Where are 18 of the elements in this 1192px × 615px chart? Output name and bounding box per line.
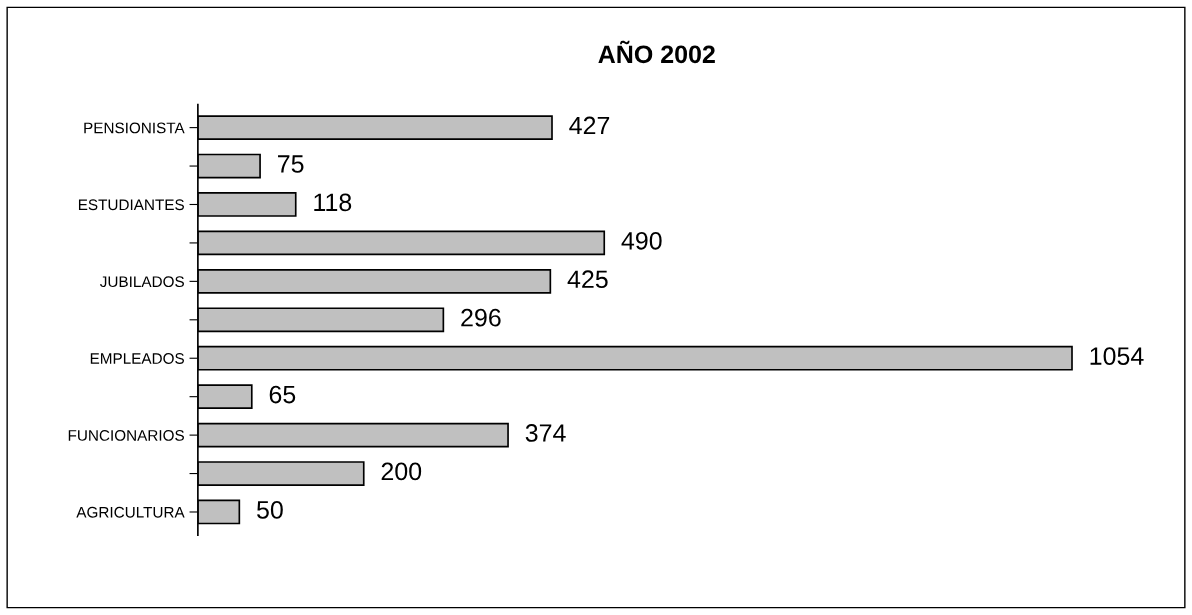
y-tick-label: EMPLEADOS <box>90 353 184 364</box>
data-label: 118 <box>314 193 352 212</box>
data-label: 374 <box>525 424 566 442</box>
y-tick-label: AGRICULTURA <box>76 506 185 518</box>
data-label: 490 <box>621 231 662 250</box>
data-label: 427 <box>569 116 610 135</box>
data-label: 296 <box>461 308 501 327</box>
data-label: 425 <box>567 270 608 289</box>
data-label: 1054 <box>1090 347 1144 365</box>
data-label: 50 <box>257 501 283 519</box>
data-label: 200 <box>381 462 422 481</box>
y-tick-label: PENSIONISTA <box>84 122 185 134</box>
data-label: 75 <box>278 155 304 173</box>
chart-title: AÑO 2002 <box>598 40 715 64</box>
y-tick-label: JUBILADOS <box>100 276 184 288</box>
y-tick-label: FUNCIONARIOS <box>68 429 184 441</box>
y-tick-label: ESTUDIANTES <box>78 199 184 211</box>
data-label: 65 <box>269 385 296 404</box>
